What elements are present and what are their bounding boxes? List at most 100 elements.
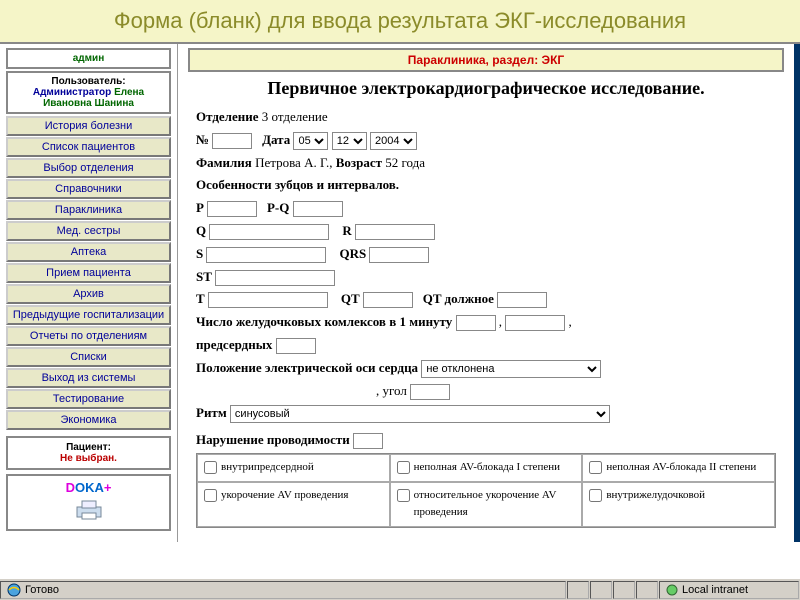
status-seg-1 (567, 581, 589, 599)
printer-icon[interactable] (73, 499, 105, 525)
r-input[interactable] (355, 224, 435, 240)
cb-5[interactable] (589, 489, 602, 502)
nav-department[interactable]: Выбор отделения (6, 158, 171, 178)
dept-value: 3 отделение (262, 109, 328, 124)
admin-box: админ (6, 48, 171, 69)
angle-input[interactable] (410, 384, 450, 400)
cb-3[interactable] (204, 489, 217, 502)
date-year-select[interactable]: 2004 (370, 132, 417, 150)
slide-title: Форма (бланк) для ввода результата ЭКГ-и… (0, 0, 800, 42)
t-input[interactable] (208, 292, 328, 308)
nav-lists[interactable]: Списки (6, 347, 171, 367)
cb-cell-0[interactable]: внутрипредсердной (197, 454, 390, 482)
cb-0[interactable] (204, 461, 217, 474)
date-month-select[interactable]: 12 (332, 132, 367, 150)
nav-nurses[interactable]: Мед. сестры (6, 221, 171, 241)
user-role: Администратор (33, 87, 111, 98)
nav-reference[interactable]: Справочники (6, 179, 171, 199)
s-input[interactable] (206, 247, 326, 263)
admin-label: админ (11, 53, 166, 64)
p-input[interactable] (207, 201, 257, 217)
qtd-input[interactable] (497, 292, 547, 308)
dept-label: Отделение (196, 109, 259, 124)
st-label: ST (196, 269, 212, 284)
nav-paraclinic[interactable]: Параклиника (6, 200, 171, 220)
user-box: Пользователь: Администратор Елена Иванов… (6, 71, 171, 114)
rhythm-label: Ритм (196, 405, 227, 420)
patient-label: Пациент: (12, 442, 165, 453)
complexes-input-1[interactable] (456, 315, 496, 331)
cb-cell-3[interactable]: укорочение AV проведения (197, 482, 390, 527)
qt-input[interactable] (363, 292, 413, 308)
nav-reports[interactable]: Отчеты по отделениям (6, 326, 171, 346)
rhythm-select[interactable]: синусовый (230, 405, 610, 423)
num-label: № (196, 132, 209, 147)
intranet-icon (666, 584, 678, 596)
s-label: S (196, 246, 203, 261)
q-label: Q (196, 223, 206, 238)
r-label: R (342, 223, 351, 238)
atrial-label: предсердных (196, 337, 272, 352)
nav-previous[interactable]: Предыдущие госпитализации (6, 305, 171, 325)
conduction-label: Нарушение проводимости (196, 432, 350, 447)
logo-box: DOKA+ (6, 474, 171, 531)
t-label: T (196, 291, 205, 306)
nav-admission[interactable]: Прием пациента (6, 263, 171, 283)
features-label: Особенности зубцов и интервалов. (196, 175, 776, 196)
cb-4[interactable] (397, 489, 410, 502)
status-bar: Готово Local intranet (0, 578, 800, 600)
sidebar: админ Пользователь: Администратор Елена … (0, 44, 178, 542)
date-day-select[interactable]: 05 (293, 132, 328, 150)
num-input[interactable] (212, 133, 252, 149)
qtd-label: QT должное (423, 291, 494, 306)
status-zone: Local intranet (659, 581, 799, 599)
cb-1[interactable] (397, 461, 410, 474)
section-banner: Параклиника, раздел: ЭКГ (188, 48, 784, 72)
name-label: Фамилия (196, 155, 252, 170)
angle-label: , угол (376, 383, 407, 398)
status-ready: Готово (0, 581, 566, 599)
nav-pharmacy[interactable]: Аптека (6, 242, 171, 262)
qt-label: QT (341, 291, 360, 306)
cb-2[interactable] (589, 461, 602, 474)
q-input[interactable] (209, 224, 329, 240)
doka-logo: DOKA+ (12, 480, 165, 495)
name-value: Петрова А. Г., (255, 155, 332, 170)
nav-archive[interactable]: Архив (6, 284, 171, 304)
nav-economics[interactable]: Экономика (6, 410, 171, 430)
complexes-label: Число желудочковых комлексов в 1 минуту (196, 314, 452, 329)
atrial-input[interactable] (276, 338, 316, 354)
user-label: Пользователь: (51, 76, 125, 87)
nav-patients[interactable]: Список пациентов (6, 137, 171, 157)
ie-icon (7, 583, 21, 597)
st-input[interactable] (215, 270, 335, 286)
axis-label: Положение электрической оси сердца (196, 360, 418, 375)
status-seg-4 (636, 581, 658, 599)
nav-history[interactable]: История болезни (6, 116, 171, 136)
pq-label: P-Q (267, 200, 289, 215)
patient-none: Не выбран. (12, 453, 165, 464)
cb-cell-5[interactable]: внутрижелудочковой (582, 482, 775, 527)
age-value: 52 года (385, 155, 425, 170)
main-content: Параклиника, раздел: ЭКГ Первичное элект… (178, 44, 800, 542)
complexes-input-2[interactable] (505, 315, 565, 331)
pq-input[interactable] (293, 201, 343, 217)
conduction-input[interactable] (353, 433, 383, 449)
form-body: Отделение 3 отделение № Дата 05 12 2004 … (178, 107, 794, 528)
qrs-input[interactable] (369, 247, 429, 263)
patient-box: Пациент: Не выбран. (6, 436, 171, 470)
cb-cell-4[interactable]: относительное укорочение AV проведения (390, 482, 583, 527)
status-seg-2 (590, 581, 612, 599)
form-title: Первичное электрокардиографическое иссле… (198, 78, 774, 99)
cb-cell-2[interactable]: неполная AV-блокада II степени (582, 454, 775, 482)
nav-logout[interactable]: Выход из системы (6, 368, 171, 388)
app-area: админ Пользователь: Администратор Елена … (0, 42, 800, 542)
p-label: P (196, 200, 204, 215)
qrs-label: QRS (339, 246, 366, 261)
status-seg-3 (613, 581, 635, 599)
conduction-grid: внутрипредсердной неполная AV-блокада I … (196, 453, 776, 528)
nav-testing[interactable]: Тестирование (6, 389, 171, 409)
cb-cell-1[interactable]: неполная AV-блокада I степени (390, 454, 583, 482)
axis-select[interactable]: не отклонена (421, 360, 601, 378)
age-label: Возраст (336, 155, 382, 170)
